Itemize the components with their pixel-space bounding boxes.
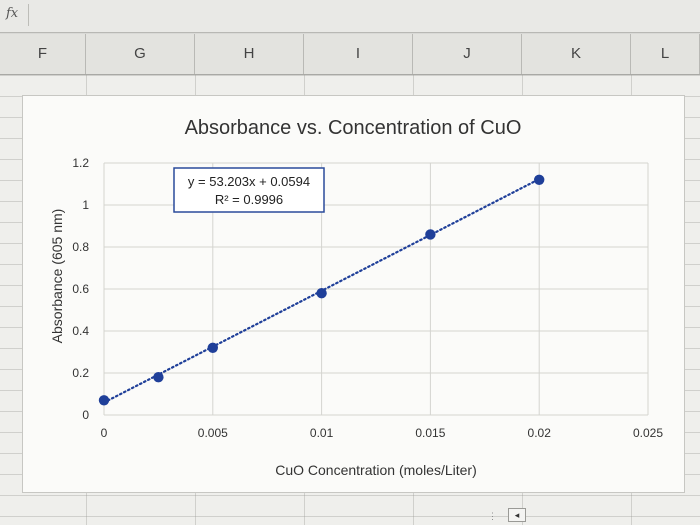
chart-area[interactable]: 0 0.2 0.4 0.6 0.8 1 1.2 0 0.005 0.01 0.015 0.02 0.02…: [22, 95, 685, 493]
x-tick-label: 0.02: [528, 426, 552, 440]
data-point: [316, 288, 327, 299]
y-tick-label: 0.6: [72, 282, 89, 296]
y-tick-label: 0.4: [72, 324, 89, 338]
fx-icon[interactable]: fx: [6, 6, 19, 21]
y-tick-label: 0: [82, 408, 89, 422]
formula-bar-divider: [28, 4, 29, 26]
column-header-f[interactable]: F: [0, 34, 86, 74]
column-header-l[interactable]: L: [631, 34, 700, 74]
column-header-j[interactable]: J: [413, 34, 522, 74]
column-header-h[interactable]: H: [195, 34, 304, 74]
x-tick-label: 0: [101, 426, 108, 440]
column-header-g[interactable]: G: [86, 34, 195, 74]
x-tick-label: 0.005: [198, 426, 228, 440]
data-point: [207, 342, 218, 353]
column-headers: FGHIJKLM: [0, 34, 700, 75]
trendline-equation-box: [173, 167, 325, 213]
column-header-k[interactable]: K: [522, 34, 631, 74]
chart-title: Absorbance vs. Concentration of CuO: [185, 117, 522, 139]
trendline-r-squared: R² = 0.9996: [215, 192, 283, 207]
data-point: [153, 372, 164, 383]
data-point: [425, 229, 436, 240]
y-tick-label: 0.2: [72, 366, 89, 380]
x-tick-label: 0.015: [415, 426, 445, 440]
x-tick-label: 0.025: [633, 426, 663, 440]
x-axis-title: CuO Concentration (moles/Liter): [275, 462, 477, 478]
y-tick-label: 1.2: [72, 156, 89, 170]
scatter-chart: 0 0.2 0.4 0.6 0.8 1 1.2 0 0.005 0.01 0.015 0.02 0.02…: [49, 117, 663, 478]
y-axis-title: Absorbance (605 nm): [49, 209, 65, 344]
y-tick-label: 1: [82, 198, 89, 212]
column-header-i[interactable]: I: [304, 34, 413, 74]
data-point: [534, 174, 545, 185]
y-tick-label: 0.8: [72, 240, 89, 254]
data-point: [98, 395, 110, 406]
formula-bar: fx: [0, 0, 700, 33]
x-tick-label: 0.01: [310, 426, 334, 440]
scroll-grip-icon: ⋮: [488, 511, 498, 521]
scroll-left-button[interactable]: ◂: [508, 508, 526, 522]
trendline-equation: y = 53.203x + 0.0594: [188, 174, 310, 189]
